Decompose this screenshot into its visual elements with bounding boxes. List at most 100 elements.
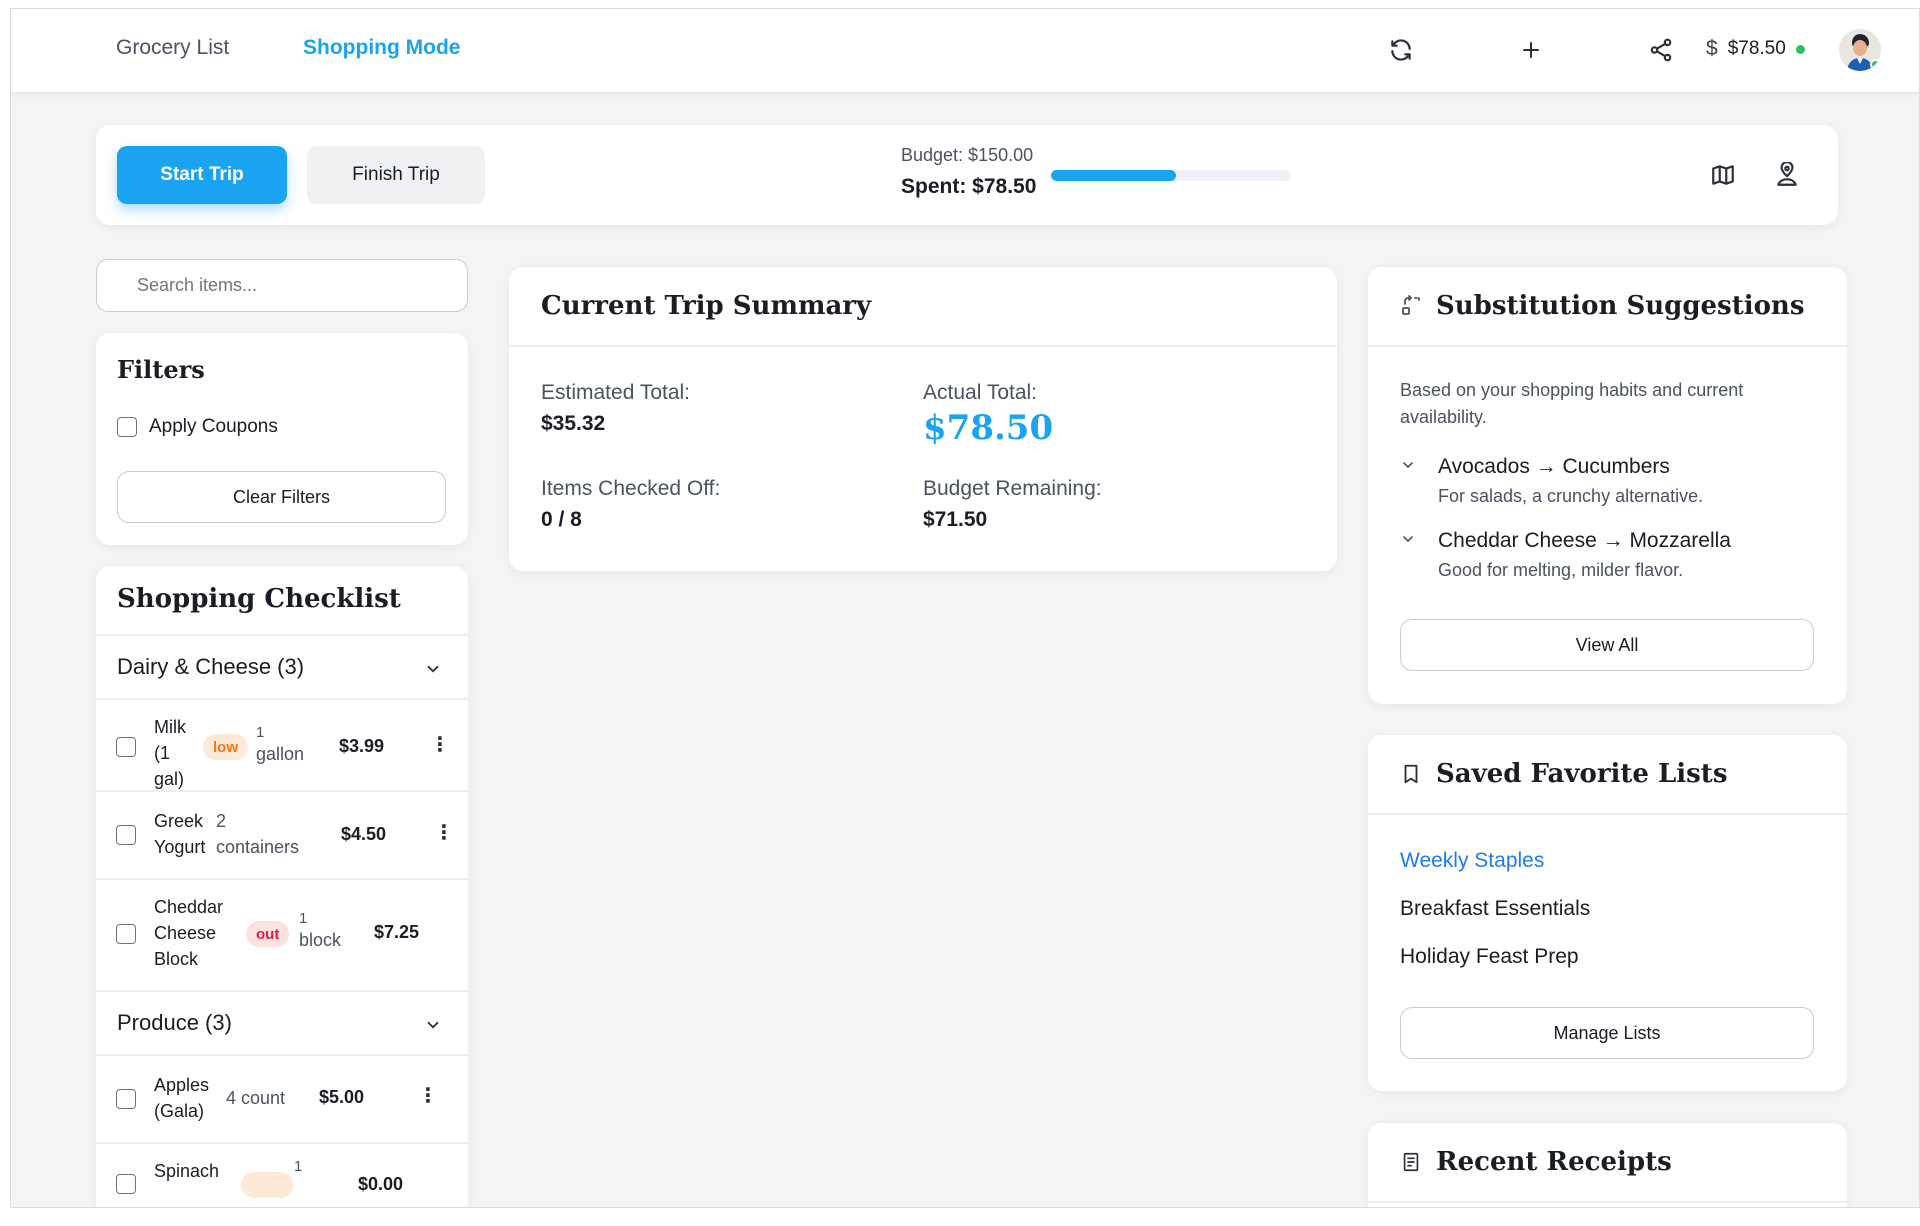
favorites-header: Saved Favorite Lists: [1368, 735, 1847, 815]
manage-lists-button[interactable]: Manage Lists: [1400, 1007, 1814, 1059]
map-icon[interactable]: [1707, 159, 1739, 191]
item-name: Greek Yogurt: [154, 811, 206, 857]
chevron-down-icon[interactable]: [424, 1014, 442, 1040]
items-checked-label: Items Checked Off:: [541, 477, 721, 500]
item-checkbox[interactable]: [116, 825, 136, 845]
chevron-down-icon[interactable]: [1400, 457, 1416, 478]
budget-remaining-value: $71.50: [923, 508, 988, 531]
item-price: $3.99: [339, 736, 385, 756]
out-of-stock-badge: out: [246, 921, 290, 947]
substitution-item-title[interactable]: Cheddar Cheese → Mozzarella: [1438, 529, 1731, 552]
store-location-icon[interactable]: [1771, 159, 1803, 191]
substitution-header: Substitution Suggestions: [1368, 267, 1847, 347]
user-avatar[interactable]: [1839, 29, 1881, 71]
recent-receipts-card: Recent Receipts: [1368, 1123, 1847, 1207]
tab-shopping-mode[interactable]: Shopping Mode: [303, 36, 461, 59]
receipt-icon: [1400, 1150, 1422, 1174]
list-item: Milk (1 gal) low 1 gallon $3.99 ⋮: [96, 698, 468, 790]
spent-indicator: $ $78.50: [1706, 37, 1805, 61]
trip-summary-title: Current Trip Summary: [509, 267, 1337, 347]
apply-coupons-checkbox[interactable]: [117, 417, 137, 437]
app-window: Grocery List Shopping Mode $ $78.50: [10, 8, 1920, 1208]
actual-total-value: $78.50: [923, 408, 1054, 448]
favorites-title: Saved Favorite Lists: [1436, 759, 1728, 789]
list-item: Spinach 1 $0.00: [96, 1142, 468, 1207]
sync-icon[interactable]: [1384, 33, 1418, 67]
estimated-total-value: $35.32: [541, 412, 606, 435]
avatar-status-dot: [1870, 59, 1881, 70]
item-price: $0.00: [358, 1174, 404, 1194]
item-name: Spinach: [154, 1161, 220, 1181]
stock-low-badge: [241, 1172, 293, 1198]
item-price: $5.00: [319, 1087, 365, 1107]
clear-filters-button[interactable]: Clear Filters: [117, 471, 446, 523]
item-price: $7.25: [374, 922, 420, 942]
spent-amount: $78.50: [1727, 38, 1786, 59]
budget-progress-fill: [1051, 170, 1176, 181]
budget-remaining-label: Budget Remaining:: [923, 477, 1102, 500]
saved-favorite-lists-card: Saved Favorite Lists Weekly Staples Brea…: [1368, 735, 1847, 1091]
category-produce[interactable]: Produce (3): [96, 990, 468, 1054]
substitution-intro: Based on your shopping habits and curren…: [1400, 380, 1744, 427]
estimated-total-label: Estimated Total:: [541, 381, 691, 404]
swap-icon: [1400, 294, 1424, 318]
category-label: Dairy & Cheese (3): [117, 654, 305, 679]
chevron-down-icon[interactable]: [1400, 531, 1416, 552]
receipts-header: Recent Receipts: [1368, 1123, 1847, 1203]
item-quantity: 2 containers: [216, 811, 300, 857]
apply-coupons-label: Apply Coupons: [149, 416, 278, 437]
chevron-down-icon[interactable]: [424, 658, 442, 684]
spent-label: Spent: $78.50: [901, 175, 1037, 198]
item-quantity: 4 count: [226, 1088, 286, 1108]
search-input[interactable]: [96, 259, 468, 312]
item-price: $4.50: [341, 824, 387, 844]
favorite-list-holiday-feast-prep[interactable]: Holiday Feast Prep: [1400, 945, 1579, 968]
start-trip-button[interactable]: Start Trip: [117, 146, 287, 204]
more-options-icon[interactable]: ⋮: [418, 1085, 438, 1107]
substitution-item-title[interactable]: Avocados → Cucumbers: [1438, 455, 1670, 478]
checklist-title: Shopping Checklist: [117, 584, 401, 614]
item-checkbox[interactable]: [116, 1089, 136, 1109]
trip-summary-card: Current Trip Summary Estimated Total: $3…: [509, 267, 1337, 571]
filters-title: Filters: [117, 355, 205, 384]
category-label: Produce (3): [117, 1010, 232, 1035]
substitution-item-desc: For salads, a crunchy alternative.: [1438, 486, 1704, 506]
finish-trip-button[interactable]: Finish Trip: [307, 146, 485, 204]
plus-icon[interactable]: [1514, 33, 1548, 67]
item-checkbox[interactable]: [116, 737, 136, 757]
item-name: Milk (1 gal): [154, 717, 186, 789]
item-quantity: 1 gallon: [256, 724, 305, 764]
shopping-checklist-panel: Shopping Checklist Dairy & Cheese (3) Mi…: [96, 566, 468, 1207]
more-options-icon[interactable]: ⋮: [434, 822, 454, 844]
budget-label: Budget: $150.00: [901, 145, 1034, 165]
list-item: Greek Yogurt 2 containers $4.50 ⋮: [96, 790, 468, 878]
more-options-icon[interactable]: ⋮: [430, 734, 450, 756]
item-quantity: 1 block: [299, 910, 342, 950]
view-all-button[interactable]: View All: [1400, 619, 1814, 671]
list-item: Apples (Gala) 4 count $5.00 ⋮: [96, 1054, 468, 1142]
items-checked-value: 0 / 8: [541, 508, 582, 531]
item-checkbox[interactable]: [116, 1174, 136, 1194]
category-dairy-cheese[interactable]: Dairy & Cheese (3): [96, 634, 468, 698]
filters-panel: Filters Apply Coupons Clear Filters: [96, 333, 468, 545]
tab-grocery-list[interactable]: Grocery List: [116, 36, 230, 59]
favorite-list-weekly-staples[interactable]: Weekly Staples: [1400, 849, 1545, 872]
item-quantity: 1: [294, 1158, 303, 1175]
online-status-dot: [1795, 44, 1805, 54]
stock-low-badge: low: [203, 734, 248, 760]
substitution-title: Substitution Suggestions: [1436, 291, 1805, 321]
dollar-icon: $: [1706, 37, 1718, 60]
receipts-title: Recent Receipts: [1436, 1147, 1672, 1177]
top-navigation-bar: Grocery List Shopping Mode $ $78.50: [11, 9, 1919, 93]
trip-control-bar: Start Trip Finish Trip Budget: $150.00 S…: [96, 125, 1838, 225]
item-name: Apples (Gala): [154, 1075, 210, 1121]
substitution-suggestions-card: Substitution Suggestions Based on your s…: [1368, 267, 1847, 704]
favorite-list-breakfast-essentials[interactable]: Breakfast Essentials: [1400, 897, 1591, 920]
item-name: Cheddar Cheese Block: [154, 897, 224, 969]
substitution-item-desc: Good for melting, milder flavor.: [1438, 560, 1684, 580]
budget-progress-bar: [1051, 170, 1291, 181]
bookmark-icon: [1400, 762, 1422, 786]
item-checkbox[interactable]: [116, 924, 136, 944]
share-icon[interactable]: [1644, 33, 1678, 67]
list-item: Cheddar Cheese Block out 1 block $7.25: [96, 878, 468, 990]
